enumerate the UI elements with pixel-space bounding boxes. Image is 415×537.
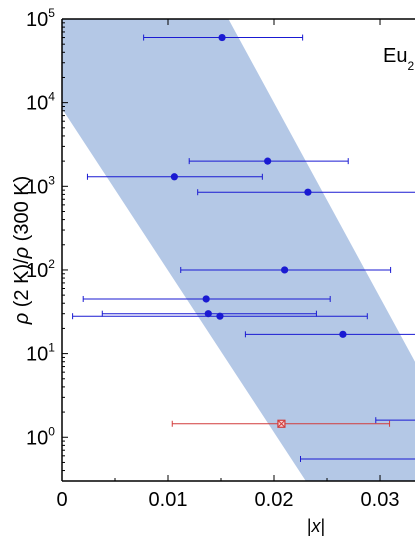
- x-tick-label: 0.02: [255, 489, 294, 511]
- y-tick-label: 104: [26, 90, 55, 115]
- data-point: [304, 188, 312, 196]
- data-point: [281, 266, 289, 274]
- x-axis-label: |x|: [307, 516, 325, 536]
- y-tick-label: 101: [26, 341, 55, 366]
- y-tick-label: 103: [26, 173, 55, 198]
- y-tick-label: 100: [26, 424, 55, 449]
- data-point: [204, 310, 212, 318]
- errorbar-0-8: [244, 331, 415, 338]
- data-point-special: [277, 419, 286, 428]
- errorbar-0-10: [300, 455, 415, 462]
- x-tick-label: 0: [56, 489, 67, 511]
- data-point: [202, 295, 210, 303]
- marker-cross-b: [277, 419, 286, 428]
- y-tick-labels: 100 101 102 103 104 105: [26, 6, 55, 449]
- compound-annotation: Eu2: [383, 45, 414, 73]
- data-point: [339, 330, 347, 338]
- y-tick-label: 102: [26, 257, 55, 282]
- data-point: [170, 173, 178, 181]
- data-point: [216, 312, 224, 320]
- data-point: [218, 33, 226, 42]
- x-tick-labels: 0 0.01 0.02 0.03: [56, 489, 399, 511]
- y-tick-label: 105: [26, 6, 55, 31]
- data-point: [264, 157, 272, 165]
- x-tick-label: 0.01: [149, 489, 188, 511]
- plot-area: Eu2: [62, 19, 415, 481]
- probability-band: [62, 19, 415, 481]
- y-axis-label: ρ (2 K)/ρ (300 K): [11, 176, 33, 326]
- x-tick-label: 0.03: [361, 489, 400, 511]
- data-markers: [170, 33, 347, 428]
- axes: [61, 18, 415, 482]
- annotation-text: Eu2: [383, 45, 414, 73]
- errorbar-0-9: [375, 417, 415, 424]
